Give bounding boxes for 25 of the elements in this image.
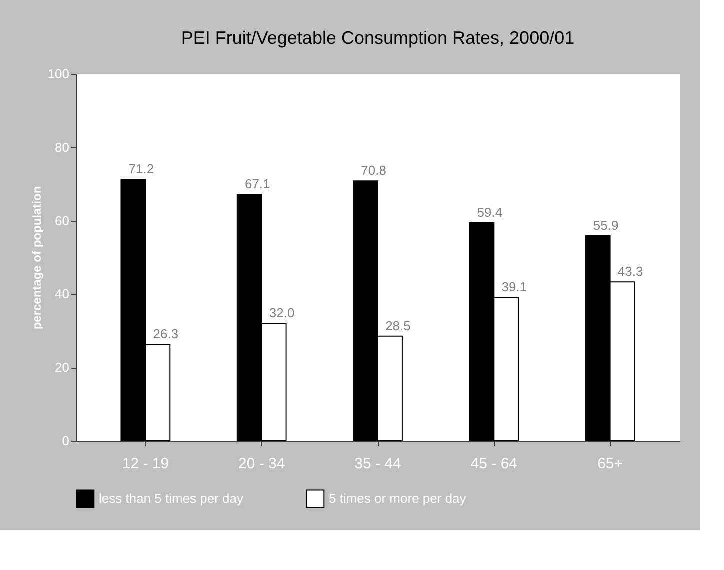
data-label: 59.4 <box>477 205 503 220</box>
y-tick-label: 100 <box>48 66 70 82</box>
x-tick-label: 20 - 34 <box>238 456 286 472</box>
x-tick-label: 65+ <box>598 456 624 472</box>
y-tick-label: 60 <box>55 213 70 228</box>
legend-label: 5 times or more per day <box>329 490 467 506</box>
data-label: 28.5 <box>386 318 411 334</box>
data-label: 70.8 <box>361 163 386 178</box>
y-tick-label: 20 <box>55 360 70 376</box>
x-tick-label: 12 - 19 <box>122 456 170 472</box>
y-axis-title: percentage of population <box>30 186 44 330</box>
x-tick-label: 35 - 44 <box>354 456 402 472</box>
legend-label: less than 5 times per day <box>99 490 244 506</box>
data-label: 67.1 <box>244 176 270 192</box>
y-tick-label: 0 <box>62 434 70 448</box>
data-label: 55.9 <box>593 218 619 233</box>
x-tick-label: 45 - 64 <box>470 456 518 472</box>
data-label: 32.0 <box>269 306 295 321</box>
data-label: 26.3 <box>153 326 179 342</box>
data-label: 71.2 <box>128 162 154 177</box>
data-label: 43.3 <box>618 264 644 280</box>
chart-title: PEI Fruit/Vegetable Consumption Rates, 2000/01 <box>181 28 575 48</box>
y-tick-label: 80 <box>55 140 70 155</box>
y-tick-label: 40 <box>55 286 70 302</box>
data-label: 39.1 <box>502 280 528 295</box>
